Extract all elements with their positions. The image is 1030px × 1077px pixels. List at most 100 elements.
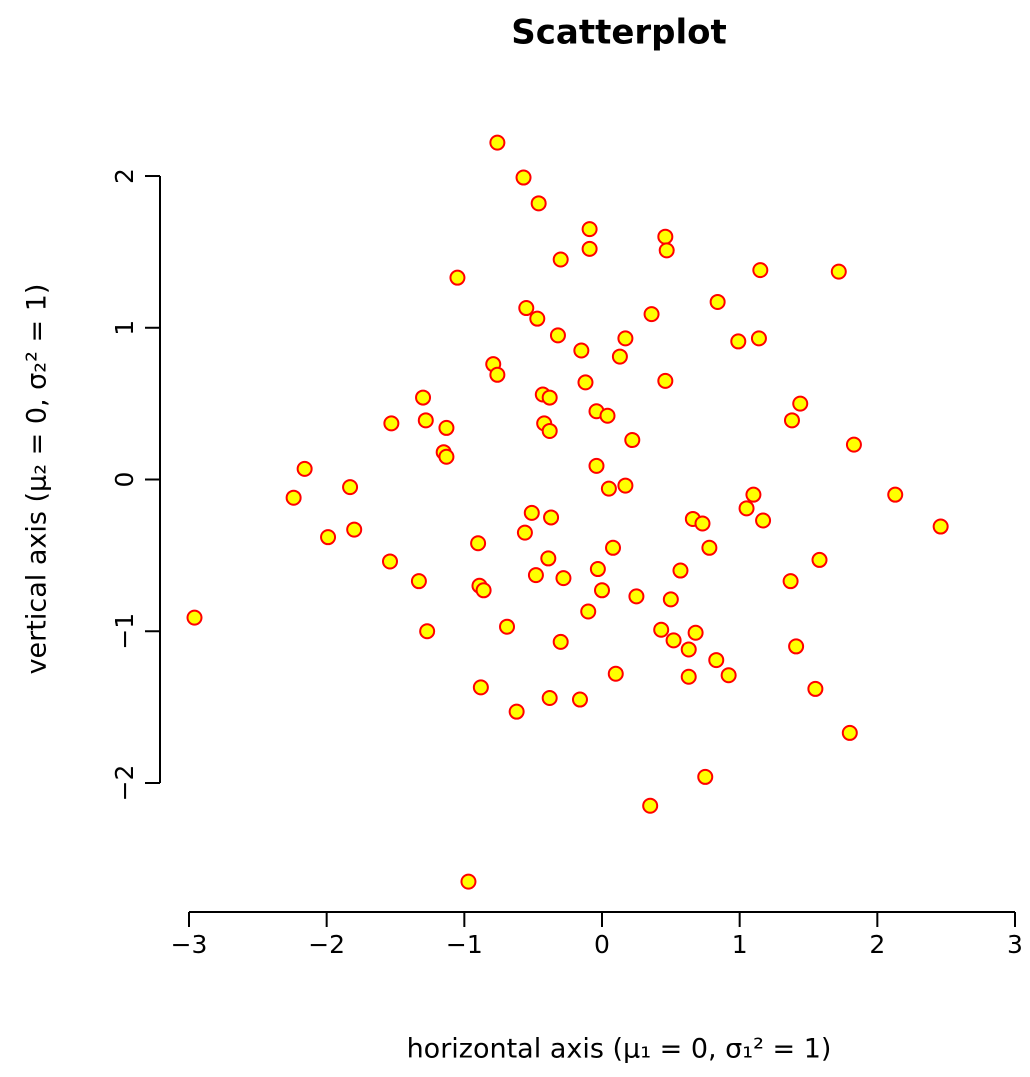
point (599, 407, 616, 424)
point (750, 330, 767, 347)
point (617, 330, 634, 347)
point (573, 342, 590, 359)
point (845, 436, 862, 453)
point (680, 641, 697, 658)
point (594, 582, 610, 599)
point (708, 652, 725, 669)
x-tick-label: 2 (869, 930, 885, 959)
point (792, 395, 809, 412)
x-tick-label: −2 (308, 930, 345, 959)
point (589, 561, 606, 578)
y-tick-label: 0 (110, 472, 139, 488)
point (571, 691, 588, 708)
point (657, 228, 674, 245)
point (472, 679, 489, 696)
point (580, 603, 597, 620)
point (543, 509, 560, 526)
point (499, 618, 516, 635)
point (460, 873, 477, 890)
point (830, 263, 847, 280)
point (186, 609, 203, 626)
point (515, 169, 532, 186)
point (381, 553, 398, 570)
point (738, 500, 755, 517)
point (383, 415, 400, 432)
point (541, 422, 558, 439)
point (410, 573, 427, 590)
point (643, 306, 660, 323)
point (581, 221, 598, 238)
x-tick-label: 1 (732, 930, 748, 959)
point (887, 486, 904, 503)
point (701, 539, 718, 556)
point (415, 389, 432, 406)
point (657, 372, 674, 389)
point (605, 539, 622, 556)
point (516, 524, 533, 541)
point (470, 535, 487, 552)
point (932, 518, 949, 535)
point (811, 551, 828, 568)
y-axis-label: vertical axis (μ₂ = 0, σ₂² = 1) (22, 284, 53, 675)
point (680, 668, 697, 685)
point (320, 529, 337, 546)
point (552, 251, 569, 268)
point (577, 374, 594, 391)
point (549, 327, 566, 344)
point (530, 195, 547, 212)
point (617, 477, 634, 494)
point (788, 638, 805, 655)
y-tick-label: −2 (110, 765, 139, 802)
point (449, 269, 466, 286)
y-tick-label: −1 (110, 613, 139, 650)
point (611, 348, 628, 365)
point (624, 432, 641, 449)
x-tick-label: −3 (171, 930, 208, 959)
point (419, 623, 436, 640)
point (807, 680, 824, 697)
point (296, 460, 313, 477)
point (653, 621, 670, 638)
point (518, 300, 535, 317)
point (417, 412, 434, 429)
x-tick-label: 3 (1007, 930, 1023, 959)
point (581, 240, 598, 257)
point (600, 480, 617, 497)
point (687, 624, 704, 641)
x-tick-label: −1 (446, 930, 483, 959)
point (529, 310, 546, 327)
point (475, 582, 492, 599)
point (346, 521, 363, 538)
point (709, 293, 726, 310)
point (438, 448, 455, 465)
chart-title: Scatterplot (511, 13, 727, 53)
point (508, 703, 525, 720)
point (642, 797, 659, 814)
point (552, 633, 569, 650)
point (489, 366, 506, 383)
point (285, 489, 302, 506)
point (541, 690, 558, 707)
point (730, 333, 747, 350)
point (783, 412, 800, 429)
point (752, 262, 769, 279)
point (628, 588, 645, 605)
point (745, 486, 762, 503)
point (588, 457, 605, 474)
point (697, 768, 714, 785)
y-tick-label: 1 (110, 320, 139, 336)
point (782, 573, 799, 590)
y-tick-label: 2 (110, 168, 139, 184)
x-tick-label: 0 (594, 930, 610, 959)
point (540, 550, 557, 567)
point (438, 419, 455, 436)
point (665, 632, 682, 649)
point (672, 562, 689, 579)
point (720, 667, 737, 684)
point (489, 134, 506, 151)
point (342, 479, 359, 496)
point (658, 242, 675, 259)
point (694, 515, 711, 532)
point (523, 504, 540, 521)
